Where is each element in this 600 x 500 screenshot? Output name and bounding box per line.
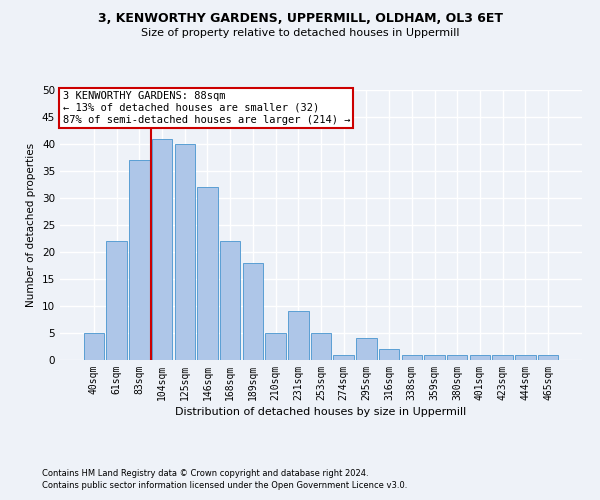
Bar: [311, 333, 331, 360]
Y-axis label: Number of detached properties: Number of detached properties: [26, 143, 37, 307]
Text: 3, KENWORTHY GARDENS, UPPERMILL, OLDHAM, OL3 6ET: 3, KENWORTHY GARDENS, UPPERMILL, OLDHAM,…: [97, 12, 503, 26]
Text: 3 KENWORTHY GARDENS: 88sqm
← 13% of detached houses are smaller (32)
87% of semi: 3 KENWORTHY GARDENS: 88sqm ← 13% of deta…: [62, 92, 350, 124]
Text: Size of property relative to detached houses in Uppermill: Size of property relative to detached ho…: [141, 28, 459, 38]
Bar: [515, 354, 536, 360]
Bar: [401, 354, 422, 360]
Text: Contains HM Land Registry data © Crown copyright and database right 2024.: Contains HM Land Registry data © Crown c…: [42, 468, 368, 477]
Bar: [447, 354, 467, 360]
Bar: [538, 354, 558, 360]
Bar: [379, 349, 400, 360]
Bar: [242, 263, 263, 360]
Bar: [129, 160, 149, 360]
Text: Contains public sector information licensed under the Open Government Licence v3: Contains public sector information licen…: [42, 481, 407, 490]
Bar: [356, 338, 377, 360]
Bar: [220, 241, 241, 360]
X-axis label: Distribution of detached houses by size in Uppermill: Distribution of detached houses by size …: [175, 407, 467, 417]
Bar: [424, 354, 445, 360]
Bar: [470, 354, 490, 360]
Bar: [152, 138, 172, 360]
Bar: [288, 312, 308, 360]
Bar: [265, 333, 286, 360]
Bar: [493, 354, 513, 360]
Bar: [175, 144, 195, 360]
Bar: [197, 187, 218, 360]
Bar: [334, 354, 354, 360]
Bar: [106, 241, 127, 360]
Bar: [84, 333, 104, 360]
